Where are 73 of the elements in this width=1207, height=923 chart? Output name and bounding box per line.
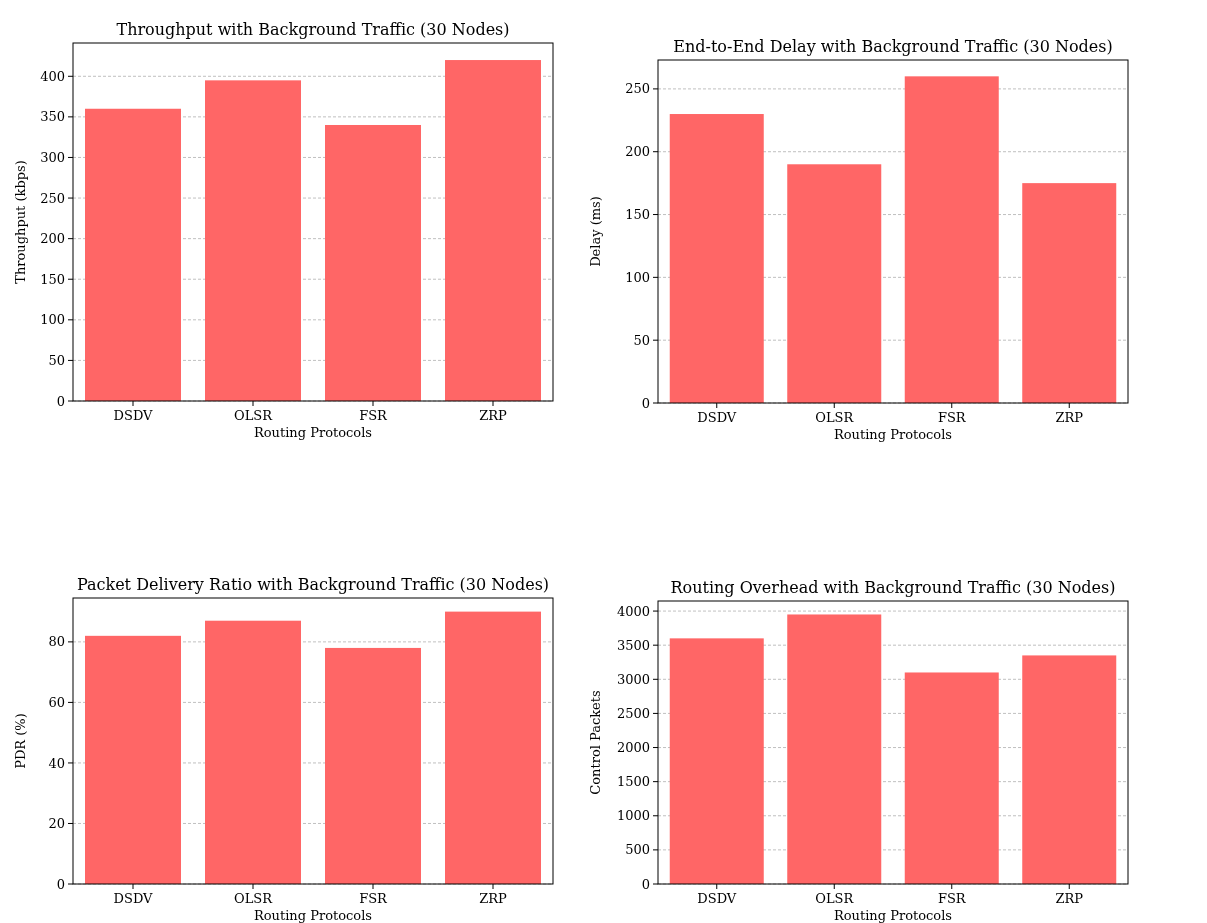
x-tick-label: FSR xyxy=(937,410,967,425)
bar xyxy=(669,638,764,884)
x-tick-label: FSR xyxy=(359,891,389,906)
x-tick-label: DSDV xyxy=(697,891,737,906)
x-tick-label: FSR xyxy=(937,891,967,906)
chart-title: Throughput with Background Traffic (30 Nodes) xyxy=(116,20,510,39)
y-tick-label: 0 xyxy=(56,393,65,409)
y-axis-title: Control Packets xyxy=(588,690,603,795)
y-tick-label: 4000 xyxy=(616,603,650,619)
x-tick-label: DSDV xyxy=(697,410,737,425)
y-tick-label: 1000 xyxy=(616,808,650,824)
chart-title: Packet Delivery Ratio with Background Traffic (30 Nodes) xyxy=(76,575,550,594)
x-tick-label: DSDV xyxy=(113,891,154,906)
y-tick-label: 0 xyxy=(641,395,650,411)
y-tick-label: 150 xyxy=(40,271,65,287)
x-axis-title: Routing Protocols xyxy=(254,908,372,923)
x-axis-title: Routing Protocols xyxy=(834,908,952,923)
x-tick-label: DSDV xyxy=(113,408,154,423)
y-axis-title: Delay (ms) xyxy=(588,196,603,267)
y-tick-label: 50 xyxy=(633,332,650,348)
y-tick-label: 2500 xyxy=(616,705,650,721)
bar xyxy=(85,635,181,884)
x-tick-label: ZRP xyxy=(1055,891,1084,906)
y-tick-label: 400 xyxy=(40,68,65,84)
bar xyxy=(1022,655,1117,884)
bar xyxy=(205,620,301,884)
x-tick-label: ZRP xyxy=(479,891,508,906)
x-axis-title: Routing Protocols xyxy=(834,427,952,442)
y-tick-label: 3000 xyxy=(616,671,650,687)
y-tick-label: 500 xyxy=(625,842,650,858)
y-tick-label: 100 xyxy=(625,269,650,285)
y-tick-label: 200 xyxy=(40,231,65,247)
bar xyxy=(325,647,421,884)
y-tick-label: 60 xyxy=(48,694,65,710)
bar xyxy=(325,124,421,401)
bar xyxy=(669,114,764,403)
y-tick-label: 100 xyxy=(40,312,65,328)
y-tick-label: 1500 xyxy=(616,774,650,790)
bar xyxy=(904,76,999,403)
y-axis-title: Throughput (kbps) xyxy=(13,160,28,284)
x-axis-title: Routing Protocols xyxy=(254,425,372,440)
y-tick-label: 250 xyxy=(625,81,650,97)
x-tick-label: OLSR xyxy=(815,410,855,425)
y-tick-label: 300 xyxy=(40,150,65,166)
y-tick-label: 50 xyxy=(48,352,65,368)
bar xyxy=(904,672,999,884)
chart-title: Routing Overhead with Background Traffic (30 Nodes) xyxy=(670,578,1116,597)
y-tick-label: 80 xyxy=(48,634,65,650)
y-tick-label: 2000 xyxy=(616,740,650,756)
bar xyxy=(445,611,541,884)
x-tick-label: OLSR xyxy=(234,408,274,423)
x-tick-label: OLSR xyxy=(234,891,274,906)
y-tick-label: 40 xyxy=(48,755,65,771)
bar xyxy=(85,108,181,401)
y-tick-label: 3500 xyxy=(616,637,650,653)
y-tick-label: 150 xyxy=(625,207,650,223)
x-tick-label: ZRP xyxy=(1055,410,1084,425)
x-tick-label: OLSR xyxy=(815,891,855,906)
y-tick-label: 350 xyxy=(40,109,65,125)
y-tick-label: 20 xyxy=(48,816,65,832)
bar xyxy=(445,60,541,401)
y-tick-label: 0 xyxy=(56,876,65,892)
bar xyxy=(787,164,882,403)
chart-title: End-to-End Delay with Background Traffic (30 Nodes) xyxy=(673,37,1113,56)
bar xyxy=(787,614,882,884)
bar xyxy=(205,80,301,401)
x-tick-label: ZRP xyxy=(479,408,508,423)
y-tick-label: 0 xyxy=(641,876,650,892)
y-axis-title: PDR (%) xyxy=(13,713,28,769)
x-tick-label: FSR xyxy=(359,408,389,423)
bar xyxy=(1022,183,1117,403)
y-tick-label: 250 xyxy=(40,190,65,206)
y-tick-label: 200 xyxy=(625,144,650,160)
